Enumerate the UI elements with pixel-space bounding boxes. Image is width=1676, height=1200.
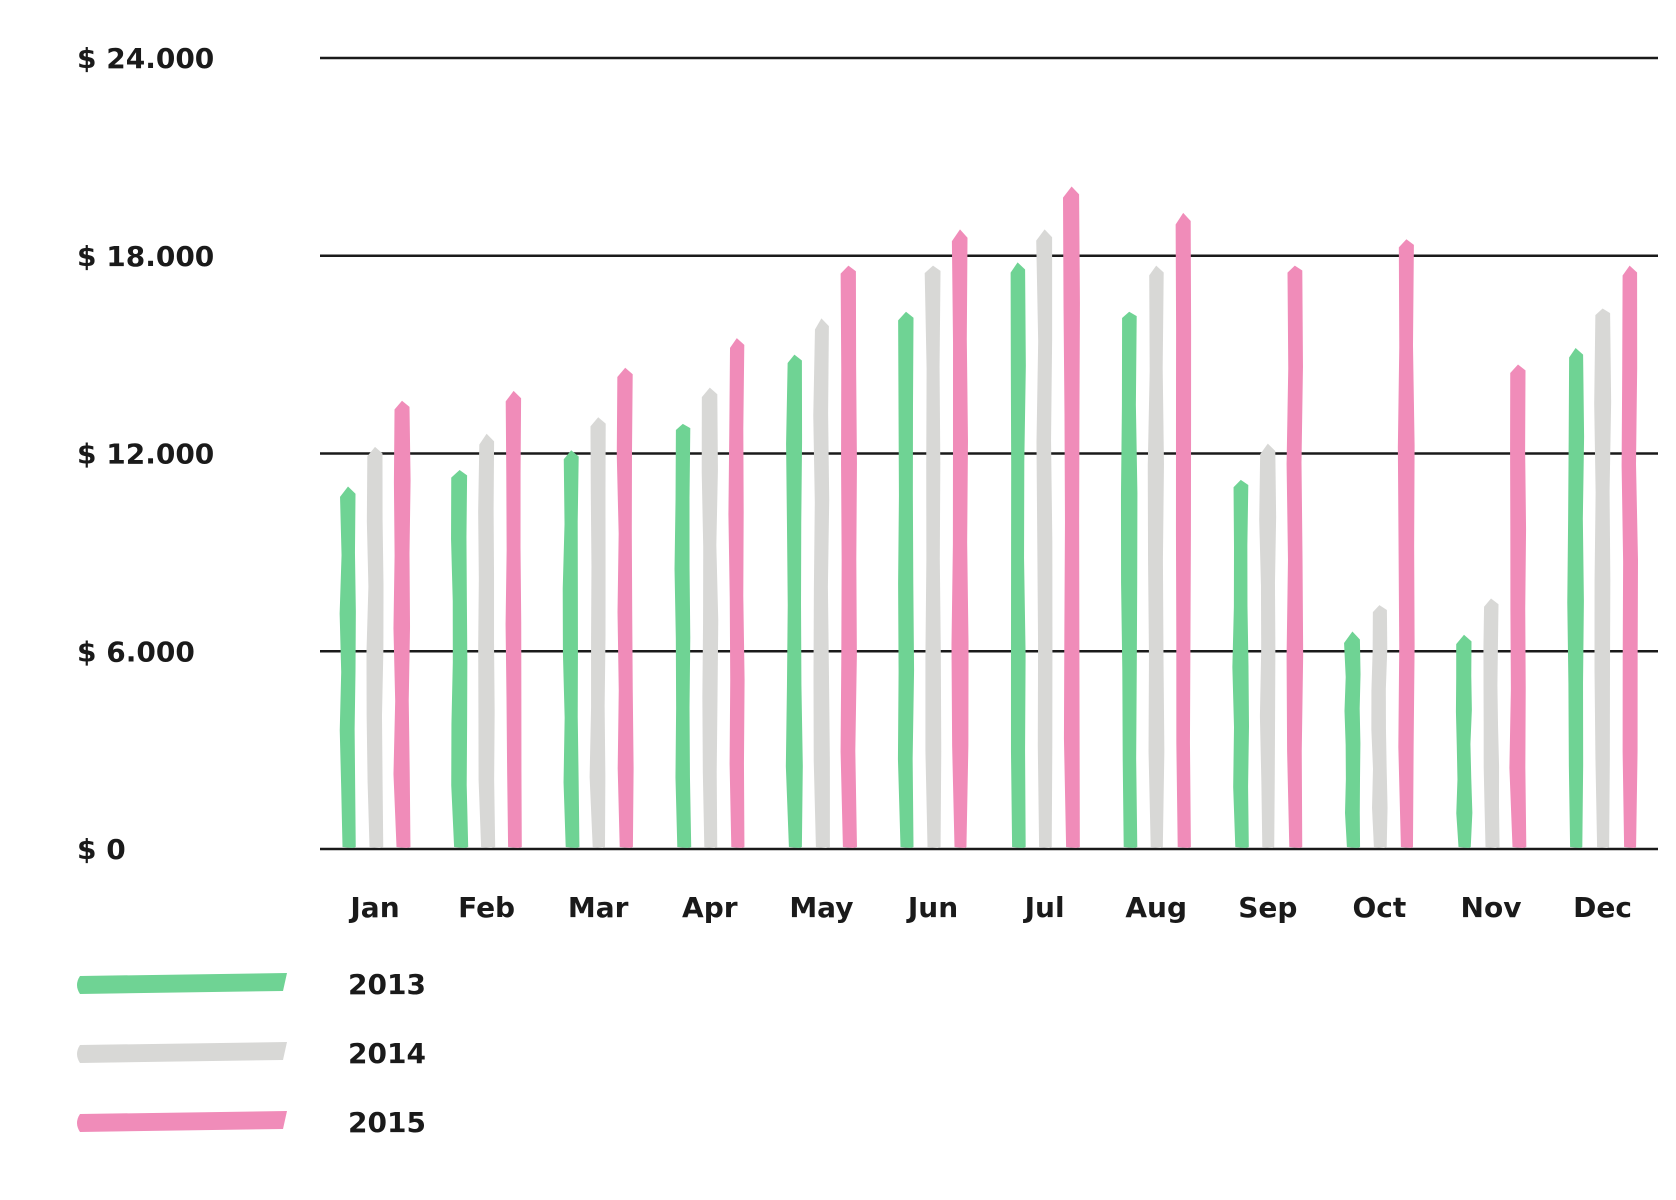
bar-2015-dec: [1621, 265, 1638, 848]
bar-2014-feb: [478, 433, 496, 848]
bar-2013-may: [785, 354, 803, 848]
x-tick-label: Feb: [458, 891, 515, 924]
x-tick-label: Jan: [348, 891, 399, 924]
legend-swatch-2013: [77, 973, 287, 994]
bar-2013-nov: [1455, 634, 1473, 848]
bar-2013-jul: [1010, 262, 1026, 848]
bar-2013-dec: [1567, 348, 1585, 848]
bar-2013-jan: [339, 486, 356, 848]
bar-2015-may: [840, 265, 857, 848]
bar-2013-feb: [451, 469, 469, 848]
bar-2015-feb: [505, 390, 522, 848]
bar-2015-sep: [1286, 265, 1304, 848]
bar-2015-mar: [616, 367, 634, 848]
legend-label-2013: 2013: [348, 968, 426, 1001]
grid-layer: [320, 56, 1658, 851]
legend-label-2015: 2015: [348, 1106, 426, 1139]
bar-2014-dec: [1594, 308, 1612, 848]
y-tick-label: $ 18.000: [77, 240, 214, 273]
legend-swatch-2015: [77, 1111, 287, 1132]
bar-2013-apr: [674, 423, 692, 848]
bar-2014-may: [813, 318, 830, 848]
bar-2015-jul: [1063, 186, 1080, 849]
legend-swatch-2014: [77, 1042, 287, 1063]
bar-2013-aug: [1120, 311, 1138, 848]
x-tick-label: Aug: [1125, 891, 1187, 924]
legend: 2013 2014 2015: [77, 968, 426, 1139]
bar-2013-mar: [562, 450, 580, 848]
bar-2015-nov: [1509, 364, 1527, 848]
y-tick-label: $ 6.000: [77, 635, 195, 668]
y-axis-ticks: $ 0 $ 6.000 $ 12.000 $ 18.000 $ 24.000: [77, 42, 214, 866]
bar-2014-jun: [924, 265, 942, 848]
bar-2013-sep: [1232, 479, 1249, 848]
bar-2014-oct: [1371, 605, 1388, 848]
bar-2015-jan: [393, 400, 411, 848]
bar-2015-jun: [951, 229, 969, 849]
bar-2013-jun: [897, 311, 915, 848]
bar-2014-nov: [1483, 598, 1500, 848]
x-tick-label: Jul: [1023, 891, 1065, 924]
x-tick-label: Jun: [906, 891, 958, 924]
bar-2015-aug: [1175, 212, 1192, 848]
x-tick-label: Dec: [1573, 891, 1632, 924]
x-tick-label: May: [789, 891, 853, 924]
bars: [339, 186, 1638, 849]
x-tick-label: Nov: [1461, 891, 1522, 924]
y-tick-label: $ 0: [77, 833, 126, 866]
bar-2014-jul: [1036, 229, 1053, 849]
x-tick-label: Oct: [1353, 891, 1407, 924]
bar-2014-aug: [1147, 265, 1165, 848]
y-tick-label: $ 24.000: [77, 42, 214, 75]
x-tick-label: Sep: [1238, 891, 1297, 924]
x-tick-label: Mar: [568, 891, 629, 924]
bar-2015-apr: [728, 338, 745, 848]
bar-2015-oct: [1397, 239, 1415, 849]
bar-2014-jan: [366, 446, 384, 848]
bar-2014-sep: [1259, 443, 1277, 848]
x-tick-label: Apr: [682, 891, 738, 924]
bar-2013-oct: [1344, 631, 1361, 848]
bar-2014-mar: [589, 417, 606, 848]
bar-2014-apr: [701, 387, 719, 848]
legend-label-2014: 2014: [348, 1037, 426, 1070]
x-axis-labels: Jan Feb Mar Apr May Jun Jul Aug Sep Oct Nov Dec: [348, 891, 1632, 924]
y-tick-label: $ 12.000: [77, 438, 214, 471]
